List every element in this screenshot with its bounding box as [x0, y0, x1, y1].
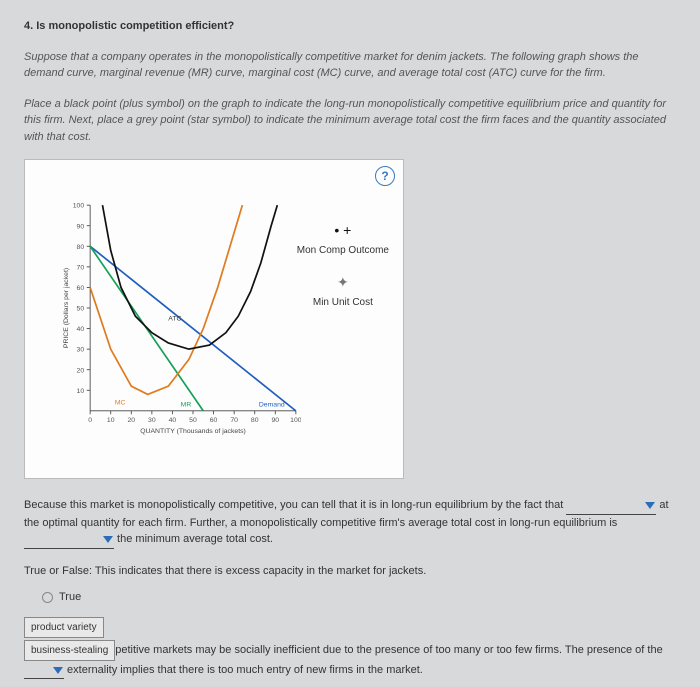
svg-text:MR: MR	[181, 402, 192, 409]
svg-text:30: 30	[77, 347, 85, 354]
drop-option-1[interactable]: product variety	[24, 617, 104, 638]
drop-option-2[interactable]: business-stealing	[24, 640, 115, 661]
svg-text:40: 40	[169, 417, 177, 424]
svg-text:70: 70	[77, 264, 85, 271]
svg-text:PRICE (Dollars per jacket): PRICE (Dollars per jacket)	[63, 268, 70, 348]
bottom-paragraph: product variety business-stealingpetitiv…	[24, 616, 676, 680]
svg-text:QUANTITY (Thousands of jackets: QUANTITY (Thousands of jackets)	[140, 428, 246, 435]
legend: • + Mon Comp Outcome ✦ Min Unit Cost	[297, 220, 389, 324]
svg-text:80: 80	[77, 244, 85, 251]
legend-label-1: Mon Comp Outcome	[297, 243, 389, 258]
svg-text:30: 30	[148, 417, 156, 424]
intro-paragraph-1: Suppose that a company operates in the m…	[24, 49, 676, 82]
svg-text:Demand: Demand	[259, 402, 285, 409]
svg-text:60: 60	[77, 285, 85, 292]
svg-text:50: 50	[189, 417, 197, 424]
svg-text:10: 10	[107, 417, 115, 424]
svg-text:70: 70	[230, 417, 238, 424]
chart-svg-container[interactable]: 0 10 20 30 40 50 60 70 80 90 100 10 20 30 40 50 60 70 80 90…	[61, 190, 301, 456]
svg-text:80: 80	[251, 417, 259, 424]
svg-text:50: 50	[77, 306, 85, 313]
svg-text:MC: MC	[115, 400, 126, 407]
radio-label: True	[59, 589, 81, 606]
intro-paragraph-2: Place a black point (plus symbol) on the…	[24, 96, 676, 146]
svg-text:0: 0	[88, 417, 92, 424]
svg-text:20: 20	[77, 367, 85, 374]
dropdown-blank-1[interactable]	[566, 497, 656, 515]
svg-text:ATC: ATC	[168, 315, 181, 322]
svg-text:20: 20	[127, 417, 135, 424]
legend-label-2: Min Unit Cost	[297, 295, 389, 310]
star-icon[interactable]: ✦	[297, 272, 389, 293]
dropdown-blank-3[interactable]	[24, 662, 64, 680]
plus-icon[interactable]: • +	[297, 220, 389, 241]
graph-panel: ? 0 10 20 30 40 50 60 70 80 90 100 10 20 30 40 50 60 70 80…	[24, 159, 404, 479]
help-button[interactable]: ?	[375, 166, 395, 186]
svg-text:10: 10	[77, 388, 85, 395]
radio-option-true[interactable]: True	[42, 589, 676, 606]
true-false-prompt: True or False: This indicates that there…	[24, 563, 676, 580]
dropdown-blank-2[interactable]	[24, 531, 114, 549]
svg-text:90: 90	[77, 223, 85, 230]
svg-text:90: 90	[271, 417, 279, 424]
svg-text:60: 60	[210, 417, 218, 424]
svg-text:100: 100	[290, 417, 301, 424]
question-heading: 4. Is monopolistic competition efficient…	[24, 18, 676, 35]
svg-text:100: 100	[73, 203, 85, 210]
fill-sentence-1: Because this market is monopolistically …	[24, 497, 676, 549]
svg-text:40: 40	[77, 326, 85, 333]
radio-icon	[42, 592, 53, 603]
